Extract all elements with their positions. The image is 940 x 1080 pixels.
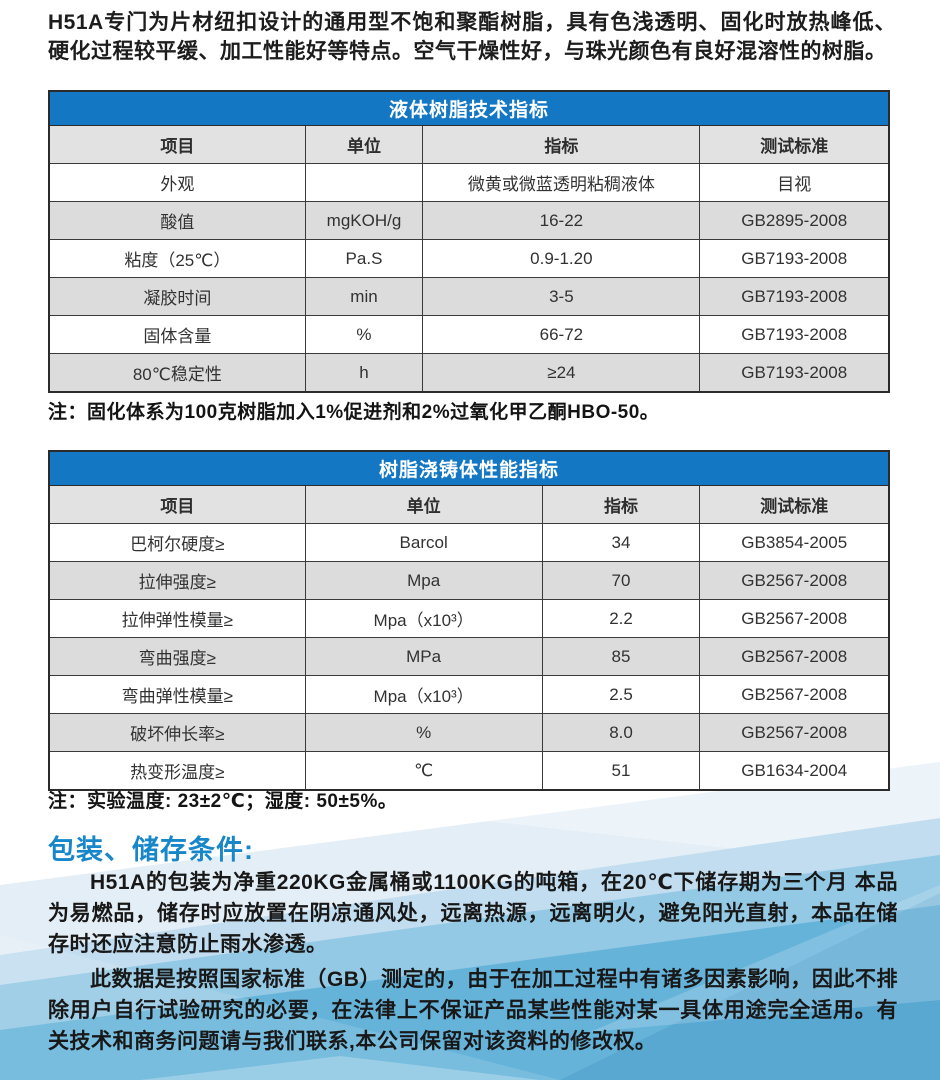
table-row: 项目 单位 指标 测试标准: [48, 485, 890, 524]
cell: 凝胶时间: [48, 277, 306, 316]
intro-paragraph: H51A专门为片材纽扣设计的通用型不饱和聚酯树脂，具有色浅透明、固化时放热峰低、…: [48, 11, 896, 63]
table-row: 项目 单位 指标 测试标准: [48, 125, 890, 164]
table1-note: 注：固化体系为100克树脂加入1%促进剂和2%过氧化甲乙酮HBO-50。: [48, 402, 660, 423]
cell: GB3854-2005: [699, 523, 890, 562]
cell: GB7193-2008: [699, 277, 890, 316]
cell: GB2567-2008: [699, 561, 890, 600]
cell: 34: [541, 523, 701, 562]
cell: GB2567-2008: [699, 675, 890, 714]
cell: 85: [541, 637, 701, 676]
column-header: 测试标准: [699, 125, 890, 164]
column-header: 项目: [48, 485, 306, 524]
cell: %: [304, 713, 543, 752]
table-row: 弯曲弹性模量≥ Mpa（x10³） 2.5 GB2567-2008: [48, 675, 890, 714]
table-title: 树脂浇铸体性能指标: [48, 450, 890, 486]
cell: Mpa（x10³）: [304, 599, 543, 638]
cell: GB2567-2008: [699, 713, 890, 752]
table-row: 粘度（25℃） Pa.S 0.9-1.20 GB7193-2008: [48, 239, 890, 278]
cell: 粘度（25℃）: [48, 239, 306, 278]
table-row: 酸值 mgKOH/g 16-22 GB2895-2008: [48, 201, 890, 240]
cell: 3-5: [422, 277, 701, 316]
column-header: 项目: [48, 125, 306, 164]
cell: 66-72: [422, 315, 701, 354]
cell: ≥24: [422, 353, 701, 393]
cell: 热变形温度≥: [48, 751, 306, 791]
cell: GB2895-2008: [699, 201, 890, 240]
cell: 固体含量: [48, 315, 306, 354]
table-row: 拉伸强度≥ Mpa 70 GB2567-2008: [48, 561, 890, 600]
cell: 2.2: [541, 599, 701, 638]
cell: Mpa: [304, 561, 543, 600]
storage-paragraph-2: 此数据是按照国家标准（GB）测定的，由于在加工过程中有诸多因素影响，因此不排除用…: [48, 968, 898, 1053]
cell: GB7193-2008: [699, 353, 890, 393]
cell: [304, 163, 424, 202]
cell: Mpa（x10³）: [304, 675, 543, 714]
cell: Barcol: [304, 523, 543, 562]
column-header: 指标: [541, 485, 701, 524]
casting-performance-table: 树脂浇铸体性能指标 项目 单位 指标 测试标准 巴柯尔硬度≥ Barcol 34…: [48, 450, 890, 791]
cell: mgKOH/g: [304, 201, 424, 240]
cell: GB1634-2004: [699, 751, 890, 791]
column-header: 单位: [304, 485, 543, 524]
cell: 51: [541, 751, 701, 791]
column-header: 单位: [304, 125, 424, 164]
cell: 目视: [699, 163, 890, 202]
cell: 拉伸弹性模量≥: [48, 599, 306, 638]
cell: MPa: [304, 637, 543, 676]
cell: 微黄或微蓝透明粘稠液体: [422, 163, 701, 202]
cell: Pa.S: [304, 239, 424, 278]
cell: 80℃稳定性: [48, 353, 306, 393]
cell: 破坏伸长率≥: [48, 713, 306, 752]
cell: 拉伸强度≥: [48, 561, 306, 600]
table-row: 拉伸弹性模量≥ Mpa（x10³） 2.2 GB2567-2008: [48, 599, 890, 638]
cell: 弯曲强度≥: [48, 637, 306, 676]
table2-note: 注：实验温度: 23±2℃；湿度: 50±5%。: [48, 791, 398, 812]
column-header: 测试标准: [699, 485, 890, 524]
cell: 巴柯尔硬度≥: [48, 523, 306, 562]
cell: %: [304, 315, 424, 354]
table-title: 液体树脂技术指标: [48, 90, 890, 126]
table-row: 凝胶时间 min 3-5 GB7193-2008: [48, 277, 890, 316]
cell: GB7193-2008: [699, 315, 890, 354]
storage-section-title: 包装、储存条件:: [48, 835, 254, 865]
cell: 酸值: [48, 201, 306, 240]
cell: GB7193-2008: [699, 239, 890, 278]
cell: 0.9-1.20: [422, 239, 701, 278]
cell: min: [304, 277, 424, 316]
cell: 外观: [48, 163, 306, 202]
table-row: 热变形温度≥ ℃ 51 GB1634-2004: [48, 751, 890, 791]
liquid-resin-table: 液体树脂技术指标 项目 单位 指标 测试标准 外观 微黄或微蓝透明粘稠液体 目视…: [48, 90, 890, 393]
table-row: 树脂浇铸体性能指标: [48, 450, 890, 486]
storage-paragraph-1: H51A的包装为净重220KG金属桶或1100KG的吨箱，在20℃下储存期为三个…: [48, 871, 898, 956]
cell: 70: [541, 561, 701, 600]
column-header: 指标: [422, 125, 701, 164]
cell: 16-22: [422, 201, 701, 240]
cell: h: [304, 353, 424, 393]
cell: GB2567-2008: [699, 599, 890, 638]
table-row: 破坏伸长率≥ % 8.0 GB2567-2008: [48, 713, 890, 752]
cell: GB2567-2008: [699, 637, 890, 676]
table-row: 液体树脂技术指标: [48, 90, 890, 126]
cell: ℃: [304, 751, 543, 791]
cell: 8.0: [541, 713, 701, 752]
cell: 弯曲弹性模量≥: [48, 675, 306, 714]
table-row: 80℃稳定性 h ≥24 GB7193-2008: [48, 353, 890, 393]
table-row: 外观 微黄或微蓝透明粘稠液体 目视: [48, 163, 890, 202]
cell: 2.5: [541, 675, 701, 714]
table-row: 弯曲强度≥ MPa 85 GB2567-2008: [48, 637, 890, 676]
table-row: 巴柯尔硬度≥ Barcol 34 GB3854-2005: [48, 523, 890, 562]
table-row: 固体含量 % 66-72 GB7193-2008: [48, 315, 890, 354]
